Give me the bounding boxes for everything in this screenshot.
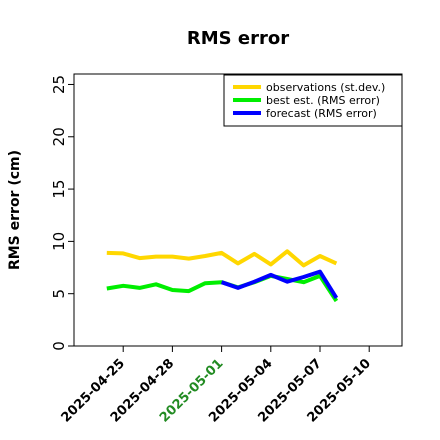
y-axis-label: RMS error (cm) [7, 150, 23, 270]
y-tick-label: 0 [50, 341, 68, 351]
y-tick-label: 10 [50, 232, 68, 251]
legend-label-observations: observations (st.dev.) [266, 81, 385, 94]
chart-title: RMS error [187, 28, 289, 49]
series-line-observations-st-dev [106, 249, 338, 268]
series-layer [106, 249, 339, 303]
y-tick-label: 20 [50, 127, 68, 146]
y-tick-label: 15 [50, 180, 68, 199]
series-line-forecast-rms-error [220, 269, 339, 299]
y-tick-label: 25 [50, 75, 68, 94]
legend-label-best-estimate: best est. (RMS error) [266, 94, 380, 107]
y-tick-label: 5 [50, 289, 68, 299]
legend-label-forecast: forecast (RMS error) [266, 107, 377, 120]
legend: observations (st.dev.) best est. (RMS er… [223, 74, 403, 127]
